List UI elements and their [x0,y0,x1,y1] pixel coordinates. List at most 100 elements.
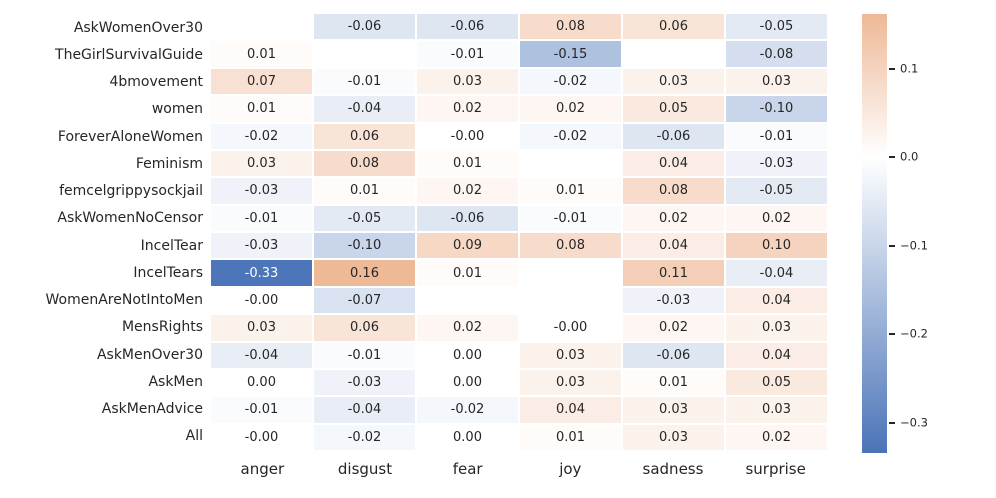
row-label: women [151,101,203,118]
heatmap-cell: 0.04 [726,342,827,368]
heatmap-cell: 0.03 [623,397,724,423]
heatmap-cell: -0.01 [417,41,518,67]
row-label: AskMenAdvice [101,401,203,418]
row-label: TheGirlSurvivalGuide [55,46,203,63]
col-label: sadness [642,459,704,478]
colorbar-tick-label: 0.1 [900,61,919,76]
heatmap-cell: -0.04 [726,260,827,286]
heatmap-cell: -0.33 [211,260,312,286]
heatmap-cell: 0.01 [417,260,518,286]
heatmap-cell: 0.01 [211,96,312,122]
row-label: IncelTears [133,264,203,281]
heatmap-cell: 0.05 [623,96,724,122]
colorbar-tick-mark [889,67,895,70]
heatmap-cell [417,288,518,313]
heatmap-cell: -0.06 [417,205,518,231]
heatmap-cell: -0.05 [726,14,827,40]
heatmap-cell: 0.06 [314,123,415,149]
heatmap-cell: -0.01 [520,205,621,231]
colorbar-tick-mark [889,244,895,247]
heatmap-cell: 0.02 [417,178,518,204]
heatmap-cell: -0.04 [314,96,415,122]
x-axis-labels: anger disgust fear joy sadness surprise [211,454,827,484]
heatmap-cell: -0.01 [314,342,415,368]
heatmap-cell: 0.08 [623,178,724,204]
row-label: AskMenOver30 [96,346,203,363]
heatmap-cell: -0.10 [726,96,827,122]
col-label: surprise [745,459,806,478]
heatmap-cell: 0.08 [314,150,415,177]
heatmap-cell: 0.05 [726,369,827,396]
col-label: anger [240,459,285,478]
colorbar-tick-mark [889,333,895,336]
row-label: femcelgrippysockjail [59,183,203,200]
heatmap-cell: -0.05 [726,178,827,204]
heatmap-cell: 0.00 [417,424,518,450]
heatmap-cell: 0.01 [623,369,724,396]
heatmap-cell: 0.02 [623,315,724,341]
heatmap-cell: -0.02 [314,424,415,450]
col-label: fear [452,459,483,478]
heatmap-cell: 0.01 [520,178,621,204]
heatmap-cell: 0.09 [417,233,518,259]
heatmap-cell [520,260,621,285]
heatmap-cell: 0.03 [211,315,312,341]
heatmap-cell: 0.03 [726,315,827,341]
heatmap-cell: 0.03 [623,68,724,95]
heatmap-cell: -0.03 [314,369,415,396]
heatmap-cell [623,41,724,66]
row-label: ForeverAloneWomen [57,128,203,145]
heatmap-cell: -0.15 [520,41,621,67]
heatmap-cell: 0.11 [623,260,724,286]
heatmap-cell: -0.00 [520,315,621,341]
y-axis-labels: AskWomenOver30 TheGirlSurvivalGuide 4bmove… [0,14,204,450]
heatmap-cell: -0.00 [211,287,312,314]
col-label: disgust [337,459,393,478]
heatmap-cell: 0.01 [417,150,518,177]
heatmap-cell: 0.00 [211,369,312,396]
heatmap-cell: 0.01 [211,41,312,67]
row-label: IncelTear [140,237,203,254]
heatmap-cell: 0.03 [417,68,518,95]
heatmap-cell: -0.03 [211,178,312,204]
heatmap-cell: -0.10 [314,233,415,259]
row-label: AskWomenOver30 [73,19,203,36]
col-label: joy [559,459,582,478]
heatmap-cell: 0.01 [520,424,621,450]
heatmap-cell: 0.07 [211,68,312,95]
heatmap-cell: -0.03 [726,150,827,177]
heatmap-cell: -0.02 [520,68,621,95]
colorbar-tick-label: −0.1 [900,238,928,253]
heatmap-cell: -0.00 [417,123,518,149]
heatmap-cell: 0.02 [623,205,724,231]
heatmap-cell: 0.00 [417,369,518,396]
heatmap-cell: -0.05 [314,205,415,231]
row-label: All [185,428,203,445]
heatmap-cell: 0.03 [726,68,827,95]
heatmap-cell: 0.00 [417,342,518,368]
heatmap-cell: -0.07 [314,287,415,314]
row-label: 4bmovement [109,74,203,91]
heatmap-cell: -0.01 [314,68,415,95]
heatmap-cell: 0.06 [314,315,415,341]
heatmap-cell: -0.03 [211,233,312,259]
heatmap-cell: 0.02 [726,205,827,231]
heatmap-cell: 0.16 [314,260,415,286]
heatmap-cell: 0.03 [520,342,621,368]
heatmap-grid: -0.06 -0.06 0.08 0.06 -0.05 0.01 -0.01 -0.15 -0.… [211,14,827,450]
heatmap-cell: -0.03 [623,287,724,314]
heatmap-cell: -0.04 [211,342,312,368]
colorbar-tick-label: 0.0 [900,149,919,164]
heatmap-cell: 0.03 [211,150,312,177]
heatmap-cell: 0.04 [623,233,724,259]
row-label: WomenAreNotIntoMen [45,292,204,309]
heatmap-cell: 0.04 [726,287,827,314]
row-label: MensRights [121,319,203,336]
row-label: Feminism [135,155,203,172]
heatmap-cell: -0.06 [623,342,724,368]
colorbar-tick-mark [889,156,895,159]
colorbar-tick-mark [889,421,895,424]
heatmap-cell: 0.10 [726,233,827,259]
heatmap-cell: -0.06 [623,123,724,149]
